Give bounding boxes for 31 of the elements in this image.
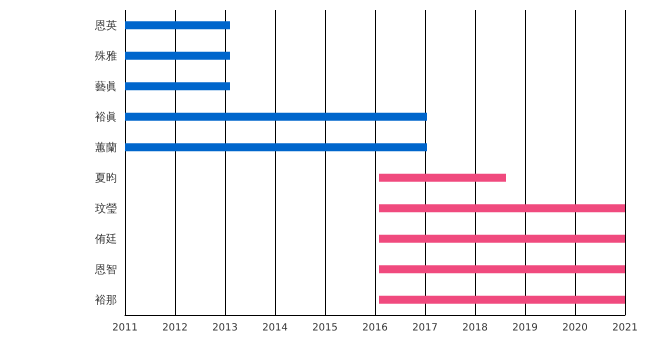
bar (125, 143, 427, 152)
x-tick-label: 2018 (462, 322, 488, 334)
y-tick-label: 裕眞 (95, 110, 117, 124)
bar (125, 112, 427, 121)
y-tick-label: 侑廷 (95, 232, 117, 246)
bar (125, 82, 230, 90)
y-tick-label: 殊雅 (95, 49, 117, 62)
x-tick-label: 2015 (312, 322, 338, 334)
y-tick-label: 恩英 (94, 18, 117, 32)
y-tick-label: 裕那 (95, 293, 117, 306)
y-tick-label: 玟瑩 (95, 202, 117, 215)
y-tick-label: 夏昀 (95, 171, 117, 184)
x-tick-label: 2017 (412, 322, 438, 334)
x-tick-label: 2016 (362, 322, 388, 334)
bar (379, 265, 625, 274)
x-tick-label: 2019 (512, 322, 538, 334)
bar (379, 296, 625, 304)
x-tick-label: 2013 (212, 322, 238, 334)
bar (125, 52, 230, 60)
bar (379, 234, 625, 243)
y-tick-label: 藝眞 (95, 80, 117, 93)
bar (379, 204, 625, 212)
y-tick-label: 蕙蘭 (95, 140, 117, 154)
x-tick-label: 2012 (162, 322, 188, 334)
x-tick-label: 2021 (612, 322, 638, 334)
bar (379, 174, 506, 182)
y-tick-label: 恩智 (94, 262, 117, 276)
x-tick-label: 2020 (562, 322, 588, 334)
x-tick-label: 2011 (112, 322, 138, 334)
bar (125, 21, 230, 30)
x-tick-label: 2014 (262, 322, 288, 334)
